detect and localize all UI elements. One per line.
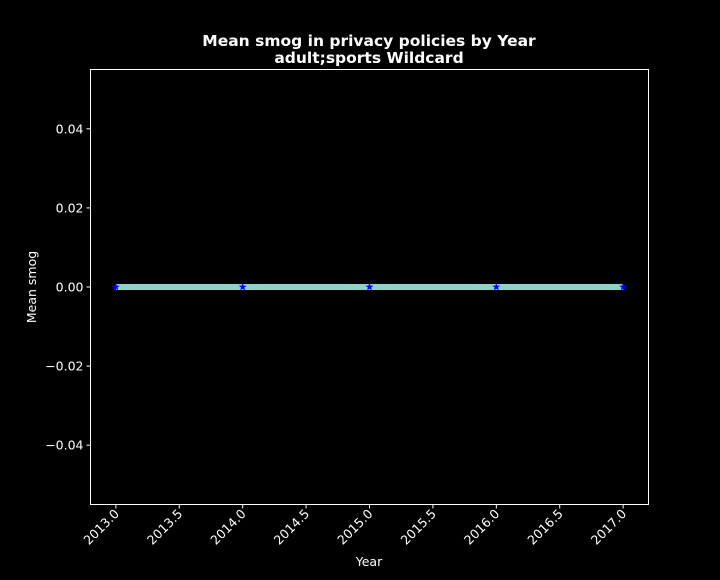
x-tick-label: 2014.5 xyxy=(271,506,313,548)
x-tick-label: 2015.0 xyxy=(334,506,376,548)
x-tick-label: 2017.0 xyxy=(588,506,630,548)
x-tick-label: 2015.5 xyxy=(397,506,439,548)
data-point-marker xyxy=(238,282,247,291)
data-point-marker xyxy=(365,282,374,291)
y-tick-label: −0.04 xyxy=(45,438,83,453)
y-axis-label: Mean smog xyxy=(24,251,39,323)
data-point-marker xyxy=(492,282,501,291)
x-axis: 2013.0 2013.5 2014.0 2014.5 2015.0 2015.5 2016… xyxy=(80,504,630,548)
y-tick-label: 0.00 xyxy=(56,280,84,295)
x-tick-label: 2013.5 xyxy=(144,506,186,548)
y-tick-label: −0.02 xyxy=(45,359,83,374)
x-tick-label: 2016.0 xyxy=(461,506,503,548)
chart-title: Mean smog in privacy policies by Year xyxy=(202,32,536,50)
x-tick-label: 2014.0 xyxy=(207,506,249,548)
y-tick-label: 0.04 xyxy=(56,121,84,136)
x-axis-label: Year xyxy=(355,554,383,569)
series-layer xyxy=(111,282,628,291)
y-tick-label: 0.02 xyxy=(56,200,84,215)
chart-subtitle: adult;sports Wildcard xyxy=(274,49,463,67)
data-point-marker xyxy=(619,282,628,291)
data-point-marker xyxy=(111,282,120,291)
y-axis: 0.04 0.02 0.00 −0.02 −0.04 xyxy=(45,121,91,453)
x-tick-label: 2016.5 xyxy=(524,506,566,548)
x-tick-label: 2013.0 xyxy=(80,506,122,548)
